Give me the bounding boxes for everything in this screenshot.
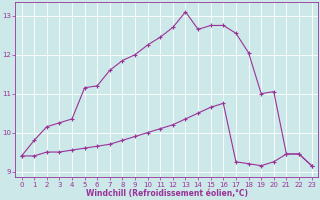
X-axis label: Windchill (Refroidissement éolien,°C): Windchill (Refroidissement éolien,°C) (85, 189, 248, 198)
